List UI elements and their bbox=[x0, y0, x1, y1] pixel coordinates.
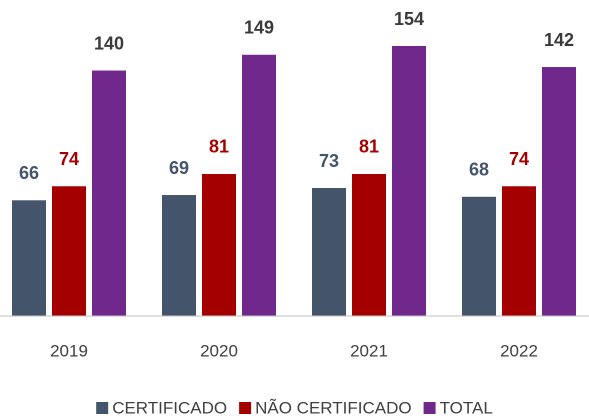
data-label: 81 bbox=[359, 137, 379, 157]
data-label: 142 bbox=[544, 30, 574, 50]
data-label: 74 bbox=[509, 149, 529, 169]
data-label: 140 bbox=[94, 33, 124, 53]
bar bbox=[52, 186, 86, 316]
bar bbox=[462, 196, 496, 316]
data-label: 81 bbox=[209, 137, 229, 157]
data-label: 73 bbox=[319, 151, 339, 171]
bar bbox=[312, 188, 346, 316]
bar bbox=[12, 200, 46, 316]
bar bbox=[502, 186, 536, 316]
x-tick-label: 2022 bbox=[500, 341, 538, 360]
data-label: 154 bbox=[394, 9, 424, 29]
bar bbox=[202, 173, 236, 316]
data-label: 69 bbox=[169, 158, 189, 178]
bar bbox=[242, 54, 276, 316]
x-tick-label: 2020 bbox=[200, 341, 238, 360]
bar bbox=[92, 70, 126, 316]
legend-label: CERTIFICADO bbox=[112, 398, 227, 416]
bar bbox=[542, 67, 576, 316]
data-label: 68 bbox=[469, 160, 489, 180]
bar bbox=[392, 46, 426, 316]
data-label: 74 bbox=[59, 149, 79, 169]
x-tick-label: 2019 bbox=[50, 341, 88, 360]
bar bbox=[162, 195, 196, 316]
legend-swatch bbox=[423, 402, 436, 414]
legend-label: NÃO CERTIFICADO bbox=[255, 398, 411, 416]
data-label: 149 bbox=[244, 18, 274, 38]
legend-swatch bbox=[96, 402, 109, 414]
bar bbox=[352, 173, 386, 316]
legend-label: TOTAL bbox=[440, 398, 493, 416]
legend-swatch bbox=[239, 402, 252, 414]
data-label: 66 bbox=[19, 163, 39, 183]
x-tick-label: 2021 bbox=[350, 341, 388, 360]
